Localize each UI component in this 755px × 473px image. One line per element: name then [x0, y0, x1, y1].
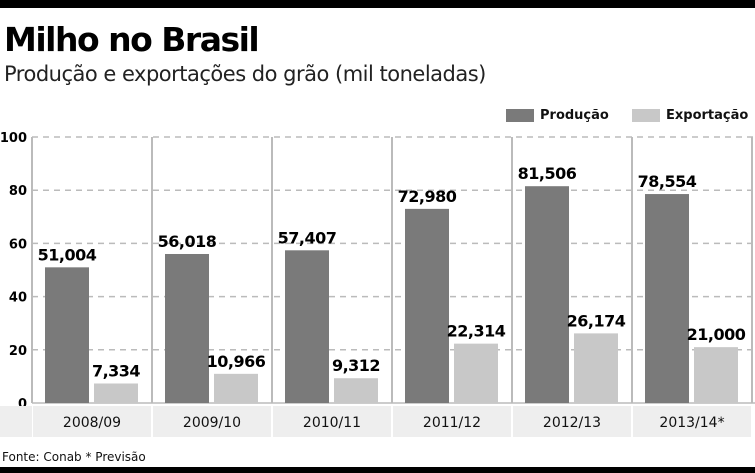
- y-tick-label: 60: [9, 237, 27, 252]
- legend-label-producao: Produção: [540, 108, 609, 123]
- x-tick-label: 2010/11: [303, 415, 361, 431]
- data-label-exportacao: 26,174: [567, 311, 626, 330]
- y-tick-label: 100: [0, 131, 27, 146]
- data-label-producao: 72,980: [398, 187, 457, 206]
- category-band-axis: [0, 406, 32, 437]
- bar-exportacao: [334, 378, 378, 403]
- bar-producao: [645, 194, 689, 403]
- top-rule: [0, 0, 755, 8]
- category-band: [633, 406, 751, 437]
- bar-exportacao: [574, 333, 618, 403]
- y-tick-label: 0: [18, 397, 27, 412]
- chart-title: Milho no Brasil: [4, 20, 260, 59]
- data-label-exportacao: 9,312: [332, 356, 380, 375]
- data-label-producao: 56,018: [158, 232, 217, 251]
- source-note: Fonte: Conab * Previsão: [2, 450, 146, 464]
- y-tick-label: 40: [9, 291, 27, 306]
- x-tick-label: 2008/09: [63, 415, 121, 431]
- y-tick-label: 20: [9, 344, 27, 359]
- bar-producao: [285, 250, 329, 403]
- category-band: [153, 406, 271, 437]
- bar-producao: [525, 186, 569, 403]
- legend-producao: Produção: [506, 108, 609, 123]
- legend-swatch-exportacao: [632, 109, 660, 122]
- y-tick-label: 80: [9, 184, 27, 199]
- bar-producao: [45, 267, 89, 403]
- category-band: [513, 406, 631, 437]
- category-band: [393, 406, 511, 437]
- data-label-producao: 51,004: [38, 245, 97, 264]
- chart-subtitle: Produção e exportações do grão (mil tone…: [4, 62, 486, 86]
- category-band: [33, 406, 151, 437]
- data-label-exportacao: 10,966: [207, 352, 266, 371]
- bar-producao: [165, 253, 209, 403]
- x-tick-label: 2009/10: [183, 415, 241, 431]
- bar-exportacao: [214, 373, 258, 403]
- data-label-producao: 78,554: [638, 172, 697, 191]
- data-label-producao: 57,407: [278, 228, 337, 247]
- legend-swatch-producao: [506, 109, 534, 122]
- data-label-exportacao: 7,334: [92, 361, 140, 380]
- category-band: [273, 406, 391, 437]
- x-tick-label: 2012/13: [543, 415, 601, 431]
- data-label-exportacao: 22,314: [447, 322, 506, 341]
- data-label-producao: 81,506: [518, 164, 577, 183]
- bar-exportacao: [454, 343, 498, 403]
- x-tick-label: 2011/12: [423, 415, 481, 431]
- bar-exportacao: [694, 347, 738, 403]
- data-label-exportacao: 21,000: [687, 325, 746, 344]
- bottom-rule: [0, 467, 755, 473]
- legend-label-exportacao: Exportação: [666, 108, 749, 123]
- bar-producao: [405, 208, 449, 403]
- bar-exportacao: [94, 383, 138, 403]
- legend-exportacao: Exportação: [632, 108, 748, 123]
- x-tick-label: 2013/14*: [659, 415, 724, 431]
